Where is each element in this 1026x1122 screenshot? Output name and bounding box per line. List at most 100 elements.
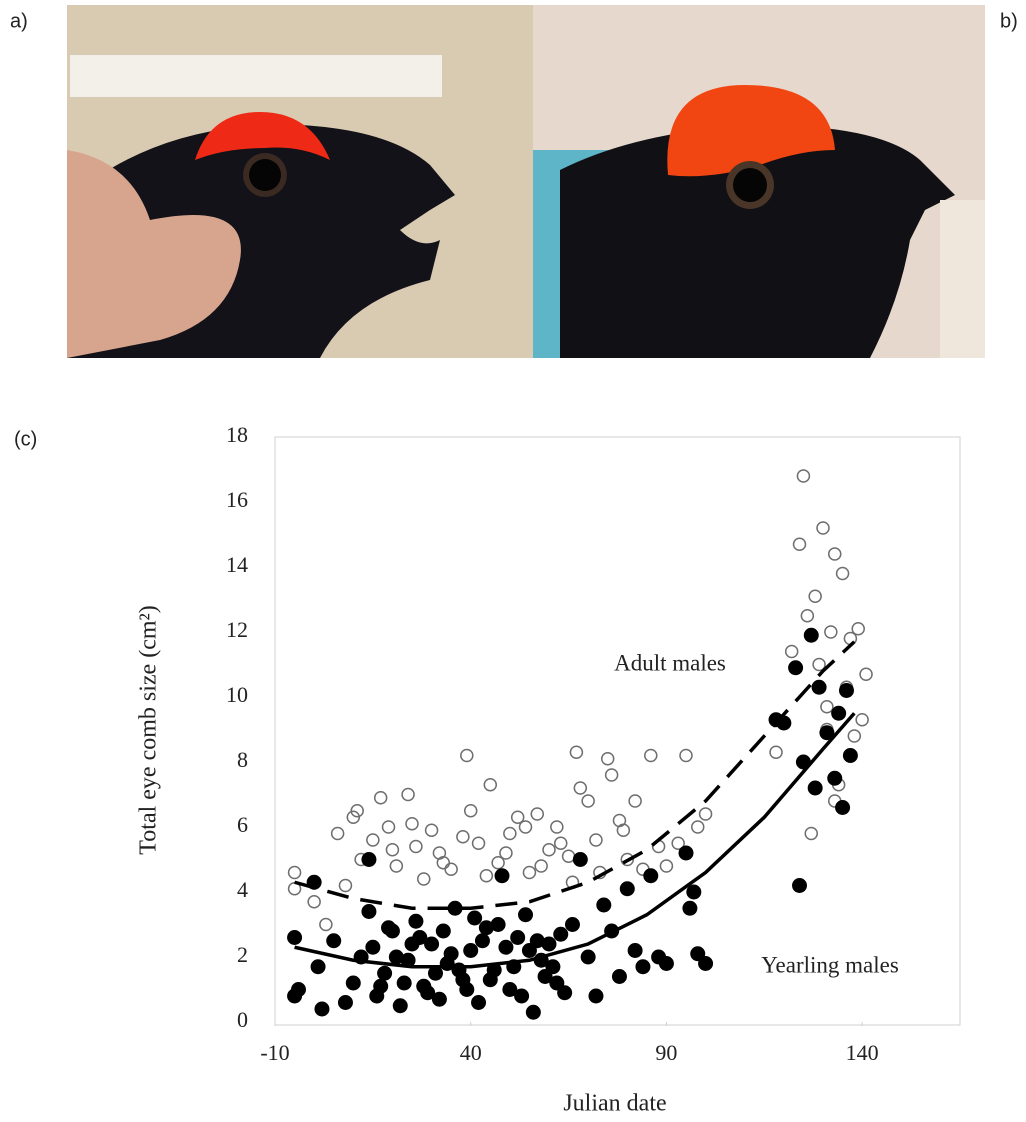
- data-point: [612, 970, 626, 984]
- data-point: [499, 940, 513, 954]
- data-point: [660, 860, 672, 872]
- data-point: [629, 795, 641, 807]
- y-tick-label: 16: [226, 487, 248, 512]
- data-point: [843, 749, 857, 763]
- data-point: [366, 940, 380, 954]
- data-point: [574, 782, 586, 794]
- data-point: [291, 983, 305, 997]
- data-point: [468, 911, 482, 925]
- data-point: [821, 701, 833, 713]
- panel-label: (c): [14, 428, 37, 450]
- data-point: [805, 828, 817, 840]
- data-point: [563, 850, 575, 862]
- data-point: [511, 931, 525, 945]
- data-point: [464, 944, 478, 958]
- data-point: [311, 960, 325, 974]
- page: a) b) (c) Julian date Total eye comb siz…: [0, 0, 1026, 1122]
- x-tick-label: -10: [260, 1040, 289, 1065]
- data-point: [421, 986, 435, 1000]
- data-point: [606, 769, 618, 781]
- data-point: [389, 950, 403, 964]
- y-tick-label: 4: [237, 877, 248, 902]
- data-point: [338, 996, 352, 1010]
- data-point: [679, 846, 693, 860]
- data-point: [832, 706, 846, 720]
- data-point: [700, 808, 712, 820]
- data-point: [402, 789, 414, 801]
- data-point: [565, 918, 579, 932]
- x-axis-title: Julian date: [563, 1091, 666, 1117]
- data-point: [367, 834, 379, 846]
- data-point: [530, 934, 544, 948]
- data-point: [636, 960, 650, 974]
- data-point: [856, 714, 868, 726]
- data-point: [445, 863, 457, 875]
- data-point: [480, 870, 492, 882]
- data-point: [804, 628, 818, 642]
- y-axis-title: Total eye comb size (cm²): [136, 605, 162, 854]
- data-point: [410, 841, 422, 853]
- data-point: [683, 901, 697, 915]
- y-tick-label: 10: [226, 682, 248, 707]
- data-point: [848, 730, 860, 742]
- photo-b: [533, 5, 985, 358]
- data-point: [546, 960, 560, 974]
- x-tick-label: 40: [460, 1040, 482, 1065]
- data-point: [405, 937, 419, 951]
- data-point: [793, 879, 807, 893]
- y-tick-label: 18: [226, 422, 248, 447]
- y-tick-label: 2: [237, 942, 248, 967]
- data-point: [339, 880, 351, 892]
- data-point: [582, 795, 594, 807]
- data-point: [692, 821, 704, 833]
- data-point: [860, 668, 872, 680]
- data-point: [393, 999, 407, 1013]
- data-point: [375, 792, 387, 804]
- data-point: [426, 824, 438, 836]
- data-point: [519, 908, 533, 922]
- data-point: [406, 818, 418, 830]
- data-point: [812, 680, 826, 694]
- data-point: [374, 979, 388, 993]
- data-point: [418, 873, 430, 885]
- data-point: [500, 847, 512, 859]
- data-point: [520, 821, 532, 833]
- data-point: [590, 834, 602, 846]
- data-point: [817, 522, 829, 534]
- trend-line: [295, 642, 855, 909]
- data-point: [797, 470, 809, 482]
- panel-label: a): [10, 10, 28, 32]
- y-tick-label: 12: [226, 617, 248, 642]
- data-point: [644, 869, 658, 883]
- data-point: [589, 989, 603, 1003]
- data-point: [809, 590, 821, 602]
- data-point: [382, 921, 396, 935]
- data-point: [597, 898, 611, 912]
- data-point: [390, 860, 402, 872]
- data-point: [837, 568, 849, 580]
- x-tick-label: 90: [655, 1040, 677, 1065]
- data-point: [288, 931, 302, 945]
- data-point: [617, 824, 629, 836]
- data-point: [495, 869, 509, 883]
- data-point: [829, 548, 841, 560]
- data-point: [472, 996, 486, 1010]
- data-point: [491, 918, 505, 932]
- data-point: [327, 934, 341, 948]
- data-point: [461, 750, 473, 762]
- x-tick-label: 140: [846, 1040, 879, 1065]
- data-point: [836, 801, 850, 815]
- photo-a: [67, 5, 533, 358]
- data-point: [362, 905, 376, 919]
- y-tick-label: 6: [237, 812, 248, 837]
- data-point: [628, 944, 642, 958]
- data-point: [699, 957, 713, 971]
- data-point: [687, 885, 701, 899]
- data-point: [320, 919, 332, 931]
- data-point: [789, 661, 803, 675]
- data-point: [620, 882, 634, 896]
- data-point: [397, 976, 411, 990]
- data-point: [794, 538, 806, 550]
- data-point: [457, 831, 469, 843]
- data-point: [543, 844, 555, 856]
